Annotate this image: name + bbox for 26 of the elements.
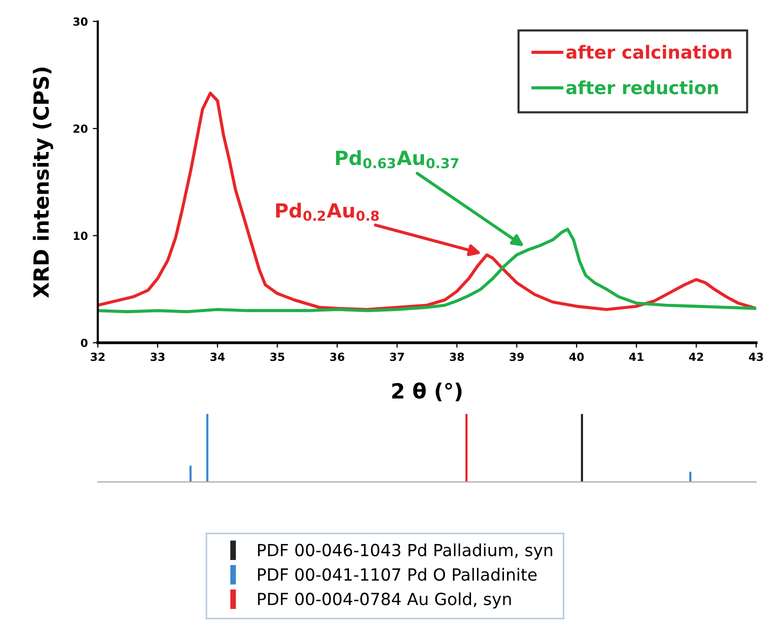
annotation: Pd$_{0.63}$Au$_{0.37}$ bbox=[336, 150, 458, 168]
legend-label: PDF 00-041-1107 Pd O Palladinite bbox=[258, 568, 537, 581]
x-tick-label: 34 bbox=[210, 352, 225, 362]
x-tick-label: 32 bbox=[90, 352, 105, 362]
y-tick-label: 10 bbox=[74, 232, 88, 240]
legend-label: after calcination bbox=[566, 44, 732, 59]
x-tick-label: 33 bbox=[150, 352, 164, 362]
x-tick-label: 35 bbox=[270, 352, 284, 362]
x-tick-label: 43 bbox=[748, 352, 763, 362]
x-tick-label: 41 bbox=[629, 352, 644, 361]
x-tick-label: 40 bbox=[569, 352, 584, 362]
x-tick-label: 36 bbox=[330, 352, 344, 362]
legend-label: PDF 00-046-1043 Pd Palladium, syn bbox=[258, 543, 552, 560]
x-tick-label: 38 bbox=[450, 352, 464, 362]
y-axis-title: XRD intensity (CPS) bbox=[32, 68, 54, 298]
y-tick-label: 0 bbox=[80, 338, 88, 348]
x-tick-label: 42 bbox=[689, 352, 704, 361]
legend-label: PDF 00-004-0784 Au Gold, syn bbox=[258, 592, 511, 609]
x-axis-title: 2 θ (°) bbox=[392, 382, 462, 402]
x-tick-label: 39 bbox=[510, 352, 524, 362]
y-tick-label: 30 bbox=[73, 17, 88, 26]
legend-label: after reduction bbox=[566, 80, 718, 94]
annotation: Pd$_{0.2}$Au$_{0.8}$ bbox=[276, 202, 379, 221]
x-tick-label: 37 bbox=[390, 352, 404, 362]
line-series bbox=[98, 228, 756, 314]
y-tick-label: 20 bbox=[73, 124, 88, 133]
